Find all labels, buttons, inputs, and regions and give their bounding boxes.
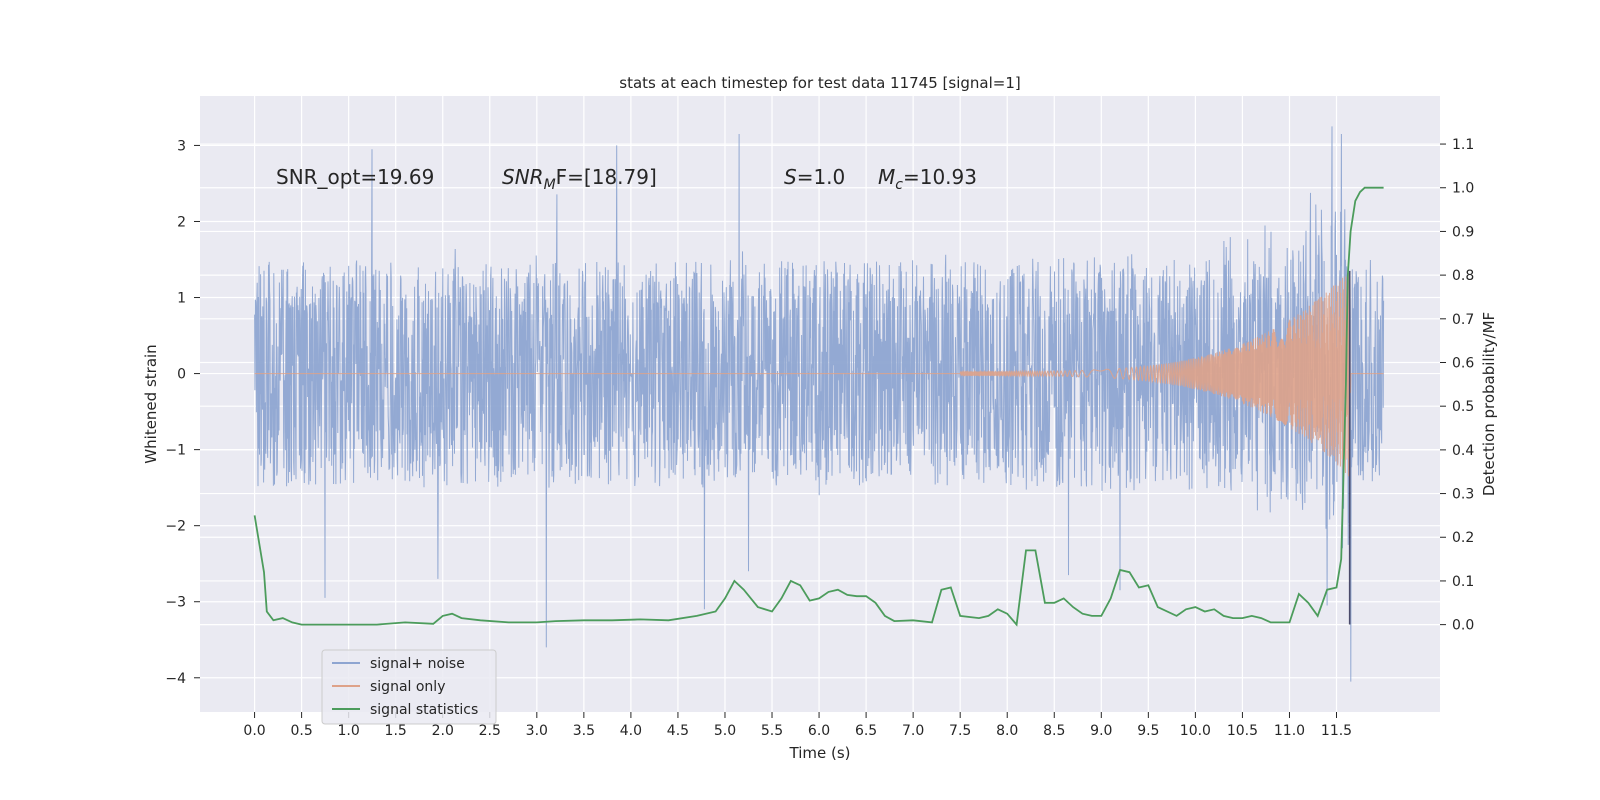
annotation-snr-opt: SNR_opt=19.69: [276, 165, 434, 189]
snr-mf-rest: F=[18.79]: [556, 165, 657, 189]
x-tick-label: 4.0: [620, 723, 642, 739]
legend-box: [321, 649, 497, 725]
x-tick-label: 8.0: [996, 723, 1018, 739]
y-tick-label: −1: [165, 443, 186, 459]
annotation-snr-mf: SNRMF=[18.79]: [502, 165, 657, 193]
x-tick-label: 11.0: [1274, 723, 1305, 739]
x-tick-label: 8.5: [1043, 723, 1065, 739]
y2-tick-label: 0.0: [1452, 618, 1474, 634]
x-tick-label: 3.0: [526, 723, 548, 739]
y2-axis-label: Detection probability/MF: [1480, 312, 1498, 496]
legend-label-noise: signal+ noise: [370, 656, 465, 672]
snr-mf-base: SNR: [502, 165, 544, 189]
x-tick-label: 0.5: [290, 723, 312, 739]
y-tick-label: −3: [165, 595, 186, 611]
y-tick-label: 2: [177, 214, 186, 230]
signal-noise-line: [254, 126, 1385, 682]
y-tick-label: 0: [177, 367, 186, 383]
y2-axis-ticks: 1.1 1.0 0.9 0.8 0.7 0.6 0.5 0.4 0.3 0.2 0.1 0.0: [1440, 137, 1474, 634]
y2-tick-label: 1.1: [1452, 137, 1474, 153]
y-axis-label: Whitened strain: [142, 344, 160, 463]
x-tick-label: 5.5: [761, 723, 783, 739]
y-tick-label: 1: [177, 291, 186, 307]
x-tick-label: 2.5: [479, 723, 501, 739]
mc-rest: =10.93: [903, 165, 977, 189]
legend-label-statistics: signal statistics: [370, 702, 478, 718]
x-tick-label: 4.5: [667, 723, 689, 739]
signal-statistics-series: [253, 186, 1384, 627]
y2-tick-label: 0.2: [1452, 530, 1474, 546]
x-axis-label: Time (s): [789, 744, 851, 762]
x-tick-label: 6.0: [808, 723, 830, 739]
mc-base: M: [878, 165, 895, 189]
legend-label-signal: signal only: [370, 679, 445, 695]
y-tick-label: 3: [177, 138, 186, 154]
x-tick-label: 0.0: [243, 723, 265, 739]
signal-only-series: [254, 270, 1384, 625]
x-tick-label: 1.0: [338, 723, 360, 739]
s-symbol: S: [784, 165, 797, 189]
x-tick-label: 10.0: [1180, 723, 1211, 739]
annotation-s: S=1.0: [784, 165, 845, 189]
y2-tick-label: 0.1: [1452, 574, 1474, 590]
x-tick-label: 11.5: [1321, 723, 1352, 739]
y2-tick-label: 0.4: [1452, 443, 1474, 459]
x-tick-label: 5.0: [714, 723, 736, 739]
s-rest: =1.0: [797, 165, 846, 189]
x-tick-label: 7.5: [949, 723, 971, 739]
y2-tick-label: 0.9: [1452, 224, 1474, 240]
x-tick-label: 2.0: [432, 723, 454, 739]
x-tick-label: 9.5: [1137, 723, 1159, 739]
chart-title: stats at each timestep for test data 117…: [619, 74, 1020, 92]
x-tick-label: 3.5: [573, 723, 595, 739]
x-tick-label: 10.5: [1227, 723, 1258, 739]
annotation-mc: Mc=10.93: [878, 165, 977, 193]
y2-tick-label: 1.0: [1452, 181, 1474, 197]
y-tick-label: −2: [165, 519, 186, 535]
signal-statistics-line: [253, 186, 1384, 627]
y-axis-ticks: 3 2 1 0 −1 −2 −3 −4: [165, 138, 200, 687]
signal-noise-series: [254, 126, 1385, 682]
x-tick-label: 1.5: [385, 723, 407, 739]
legend: signal+ noise signal only signal statist…: [321, 649, 497, 725]
signal-only-line: [254, 272, 1384, 477]
snr-mf-sub: M: [544, 177, 556, 193]
y2-tick-label: 0.7: [1452, 312, 1474, 328]
y2-tick-label: 0.3: [1452, 487, 1474, 503]
y2-tick-label: 0.6: [1452, 355, 1474, 371]
y2-tick-label: 0.8: [1452, 268, 1474, 284]
x-tick-label: 9.0: [1090, 723, 1112, 739]
y-tick-label: −4: [165, 671, 186, 687]
mc-sub: c: [895, 177, 903, 193]
y2-tick-label: 0.5: [1452, 399, 1474, 415]
x-tick-label: 6.5: [855, 723, 877, 739]
x-tick-label: 7.0: [902, 723, 924, 739]
x-axis-ticks: 0.0 0.5 1.0 1.5 2.0 2.5 3.0 3.5 4.0 4.5 5.0 5.5 6.0 6…: [243, 712, 1352, 739]
